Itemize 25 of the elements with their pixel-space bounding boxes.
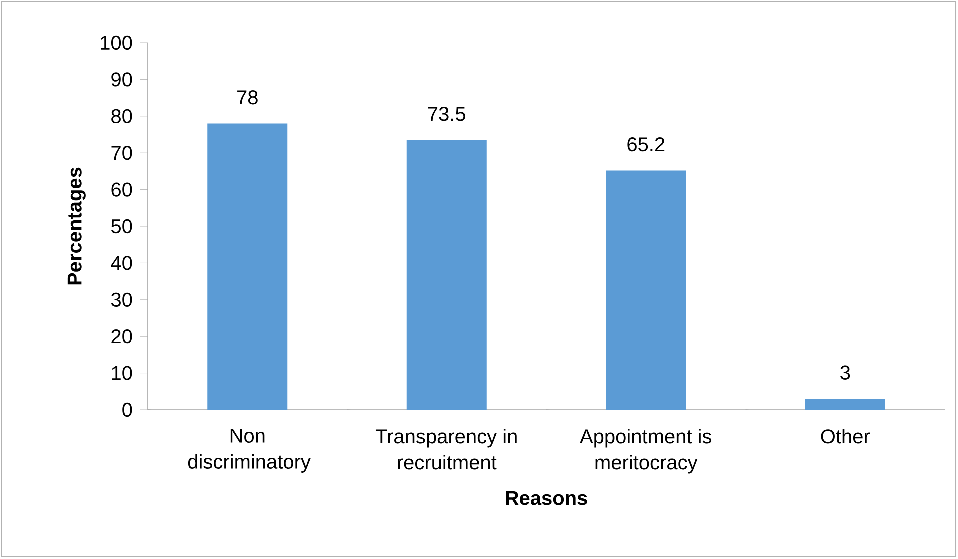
y-tick-label: 100 [101, 36, 132, 50]
y-tick-label: 0 [122, 402, 132, 418]
y-axis-title: Percentages [68, 168, 86, 285]
x-axis-title: Reasons [506, 491, 588, 506]
y-tick-label: 30 [111, 292, 132, 307]
data-label: 3 [840, 366, 850, 380]
bar [606, 170, 686, 410]
y-tick-label: 90 [112, 72, 132, 87]
bar [406, 140, 487, 410]
x-tick-label: Other [821, 429, 870, 444]
y-tick-label: 40 [111, 256, 132, 270]
y-tick-label: 10 [112, 366, 132, 380]
y-tick-label: 70 [112, 146, 132, 160]
y-tick-label: 50 [112, 219, 132, 234]
bar [805, 398, 886, 410]
bar [208, 124, 288, 410]
x-tick-label: Appointment is meritocracy [580, 429, 712, 474]
x-tick-label: Transparency in recruitment [376, 429, 517, 470]
y-tick-label: 80 [112, 109, 132, 124]
x-tick-label: Non discriminatory [188, 429, 311, 473]
data-label: 78 [238, 90, 258, 105]
y-tick-label: 60 [112, 182, 132, 197]
y-tick-label: 20 [112, 330, 132, 344]
data-label: 65.2 [628, 138, 665, 152]
data-label: 73.5 [428, 107, 466, 122]
